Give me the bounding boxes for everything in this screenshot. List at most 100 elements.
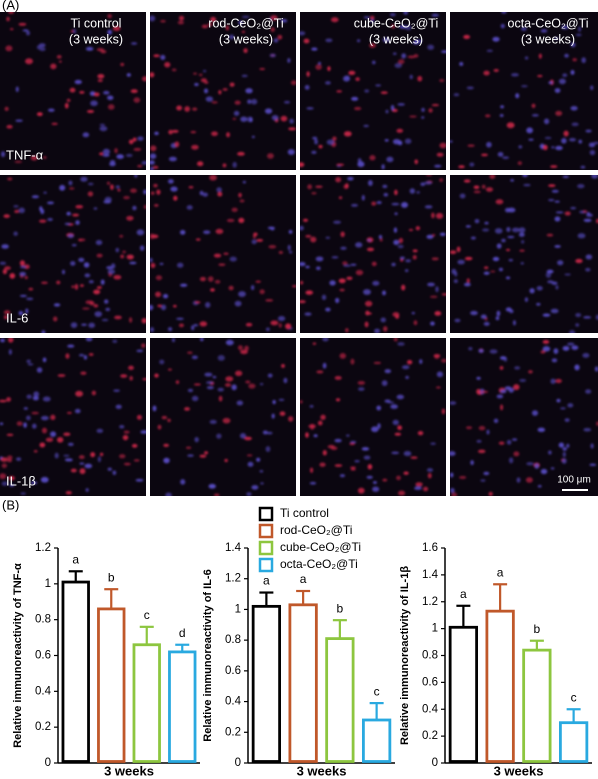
cell: [112, 339, 118, 343]
cell: [161, 415, 168, 420]
cell: [218, 395, 223, 402]
bar: [61, 580, 90, 763]
cell: [105, 307, 111, 312]
cell: [566, 443, 570, 448]
cell: [568, 330, 576, 333]
cell: [281, 364, 285, 368]
cell: [168, 129, 173, 135]
cell: [483, 266, 489, 270]
cell: [246, 492, 252, 496]
cell: [175, 380, 180, 384]
cell: [594, 366, 598, 372]
cell: [122, 434, 129, 441]
cell: [203, 230, 211, 235]
cell: [214, 279, 221, 284]
cell: [357, 487, 365, 494]
cell: [396, 475, 401, 481]
cell: [107, 104, 115, 110]
cell: [338, 278, 346, 284]
cell: [336, 90, 343, 93]
cell: [554, 216, 561, 222]
cell: [305, 432, 309, 438]
cell: [14, 160, 23, 163]
cell: [119, 424, 125, 429]
cell: [547, 280, 554, 284]
cell: [176, 105, 183, 111]
cell: [339, 352, 347, 359]
cell: [308, 424, 317, 429]
cell: [41, 415, 49, 421]
cell: [233, 110, 240, 116]
cell: [130, 42, 138, 45]
cell: [500, 23, 505, 29]
cell: [506, 122, 515, 129]
cell: [369, 43, 376, 48]
micrograph: [300, 338, 446, 496]
cell: [470, 310, 478, 316]
cell: [40, 208, 45, 215]
cell: [288, 230, 293, 234]
cell: [347, 177, 354, 181]
cell: [397, 140, 403, 146]
cell: [107, 467, 112, 471]
cell: [355, 242, 363, 248]
cell: [555, 211, 564, 214]
cell: [54, 452, 59, 459]
cell: [481, 153, 488, 157]
cell: [46, 201, 55, 205]
legend-label: cube-CeO₂@Ti: [280, 540, 361, 554]
cell: [322, 338, 329, 342]
significance-letter: a: [497, 565, 504, 579]
micrograph-bg: [450, 338, 598, 496]
cell: [429, 295, 438, 299]
cell: [561, 458, 567, 464]
significance-letter: d: [179, 626, 186, 640]
cell: [101, 318, 109, 322]
cell: [334, 375, 342, 380]
cells: [1, 12, 146, 168]
y-tick-label: 0.2: [422, 730, 438, 742]
cell: [1, 151, 6, 158]
cell: [494, 228, 503, 234]
cell: [32, 423, 37, 429]
cell: [300, 300, 306, 304]
cell: [577, 233, 586, 239]
cell: [26, 359, 31, 363]
cell: [345, 183, 349, 189]
cell: [137, 136, 144, 141]
cell: [207, 276, 214, 282]
cell: [259, 67, 266, 71]
cell: [524, 297, 529, 303]
cell: [465, 426, 473, 430]
cell: [10, 28, 14, 31]
cell: [468, 346, 473, 351]
micrograph: [450, 338, 598, 496]
cell: [194, 83, 199, 87]
cell: [143, 189, 146, 195]
micrograph-bg: [450, 175, 598, 333]
cell: [417, 75, 423, 82]
cell: [545, 272, 552, 278]
cell: [540, 350, 546, 354]
cell: [180, 283, 188, 287]
cell: [332, 136, 337, 141]
micrograph-bg: [150, 338, 296, 496]
cell: [106, 265, 114, 270]
y-tick-label: 0.6: [35, 650, 51, 662]
cell: [513, 384, 520, 391]
cell: [458, 165, 465, 169]
cell: [117, 189, 121, 192]
cell: [129, 317, 133, 323]
cell: [110, 184, 114, 190]
significance-letter: a: [460, 587, 467, 601]
cell: [160, 304, 167, 311]
cell: [405, 259, 411, 263]
cell: [211, 131, 218, 137]
cell: [32, 396, 39, 401]
bar: [485, 609, 515, 763]
cell: [99, 123, 106, 126]
cell: [528, 138, 534, 141]
cell: [95, 240, 103, 246]
cell: [384, 139, 389, 142]
cell: [543, 118, 550, 125]
